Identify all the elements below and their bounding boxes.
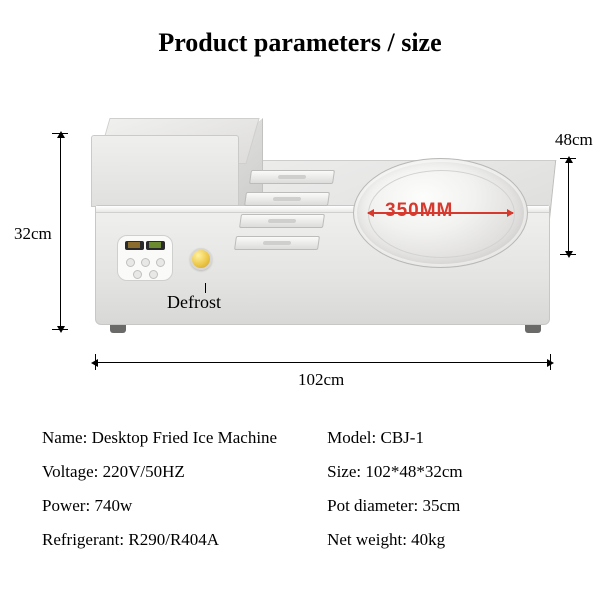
specs-col-right: Model: CBJ-1 Size: 102*48*32cm Pot diame… [327,428,463,550]
spec-label: Model [327,428,371,447]
spec-row: Refrigerant: R290/R404A [42,530,277,550]
dim-cap [560,158,576,159]
pan-diameter-label: 350MM [385,200,453,222]
spec-↓label: Power [42,496,85,515]
machine-foot [525,325,541,333]
spec-value: 740w [94,496,132,515]
spec-label: Voltage [42,462,94,481]
dim-cap [52,133,68,134]
spec-value: R290/R404A [128,530,219,549]
spec-label: Pot diameter [327,496,413,515]
spec-value: 102*48*32cm [365,462,462,481]
dim-depth-label: 48cm [555,130,593,150]
dim-height-label: 32cm [14,224,52,244]
specs-col-left: Name: Desktop Fried Ice Machine Voltage:… [42,428,277,550]
spec-value: Desktop Fried Ice Machine [92,428,278,447]
topping-tray [239,214,325,228]
page-title: Product parameters / size [0,28,600,58]
spec-label: Refrigerant [42,530,119,549]
spec-value: 35cm [423,496,461,515]
dim-cap [95,354,96,370]
panel-button-icon [133,270,142,279]
panel-button-icon [141,258,150,267]
panel-button-icon [126,258,135,267]
temperature-display-icon [146,241,165,250]
spec-row: Pot diameter: 35cm [327,496,463,516]
spec-row: Power: 740w [42,496,277,516]
spec-row: Model: CBJ-1 [327,428,463,448]
specs-table: Name: Desktop Fried Ice Machine Voltage:… [42,428,558,550]
spec-label: Name [42,428,83,447]
spec-value: 220V/50HZ [103,462,185,481]
dim-line-height [60,135,61,330]
upper-box-front [91,135,239,207]
dim-line-depth [568,160,569,255]
dim-cap [52,329,68,330]
spec-value: 40kg [411,530,445,549]
temperature-display-icon [125,241,144,250]
defrost-label: Defrost [167,292,221,313]
spec-row: Size: 102*48*32cm [327,462,463,482]
dim-width-label: 102cm [298,370,344,390]
spec-row: Name: Desktop Fried Ice Machine [42,428,277,448]
defrost-button-icon [190,248,212,270]
product-illustration: 350MM [95,120,550,350]
machine-foot [110,325,126,333]
spec-label: Net weight [327,530,402,549]
control-panel [117,235,173,281]
topping-tray [249,170,335,184]
dim-cap [550,354,551,370]
spec-value: CBJ-1 [380,428,423,447]
dim-cap [560,254,576,255]
topping-tray [234,236,320,250]
spec-row: Net weight: 40kg [327,530,463,550]
panel-button-icon [156,258,165,267]
dim-line-width [96,362,551,363]
spec-row: Voltage: 220V/50HZ [42,462,277,482]
spec-label: Size [327,462,356,481]
panel-button-icon [149,270,158,279]
topping-tray [244,192,330,206]
